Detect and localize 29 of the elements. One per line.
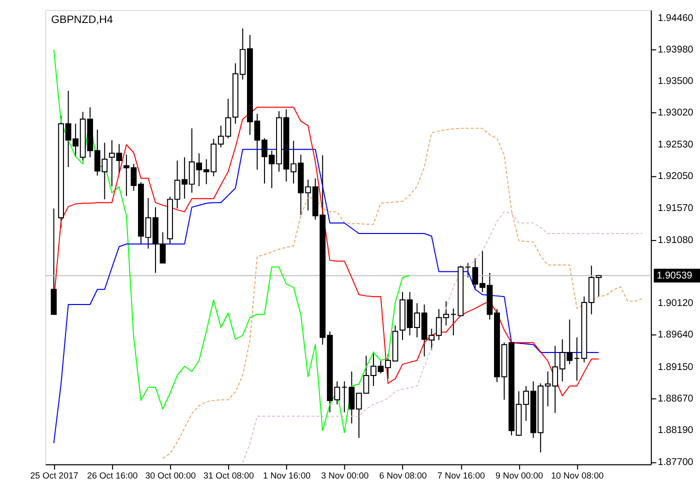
y-tick-label: 1.91080 [658,235,694,246]
y-tick-label: 1.89640 [658,330,694,341]
line-series [242,211,643,464]
y-tick-label: 1.92050 [658,171,694,182]
y-tick-label: 1.94460 [658,12,694,24]
x-tick-label: 31 Oct 08:00 [203,470,254,480]
y-tick-label: 1.92530 [658,140,694,151]
y-tick-label: 1.93020 [658,107,694,118]
line-series [53,48,410,434]
y-tick-label: 1.91570 [658,202,694,214]
y-tick-label: 1.89150 [658,362,694,373]
x-tick-label: 3 Nov 00:00 [321,470,369,480]
x-tick-label: 30 Oct 00:00 [145,470,196,480]
y-tick-label: 1.87700 [658,457,694,468]
y-tick-label: 1.88190 [658,424,694,436]
x-tick-label: 7 Nov 16:00 [437,470,486,480]
x-tick-label: 6 Nov 08:00 [379,470,427,480]
y-tick-label: 1.93500 [658,76,694,87]
x-tick-label: 26 Oct 16:00 [87,470,138,480]
x-tick-label: 25 Oct 2017 [30,470,78,480]
line-series [162,128,643,459]
y-tick-label: 1.88670 [658,393,694,404]
chart-title: GBPNZD,H4 [51,14,113,26]
x-tick-label: 9 Nov 00:00 [495,470,544,480]
x-tick-label: 10 Nov 08:00 [551,470,604,480]
ref-line-label: 1.90539 [656,270,692,282]
y-tick-label: 1.93980 [658,44,694,56]
x-tick-label: 1 Nov 16:00 [262,470,311,480]
y-tick-label: 1.90120 [658,298,694,310]
